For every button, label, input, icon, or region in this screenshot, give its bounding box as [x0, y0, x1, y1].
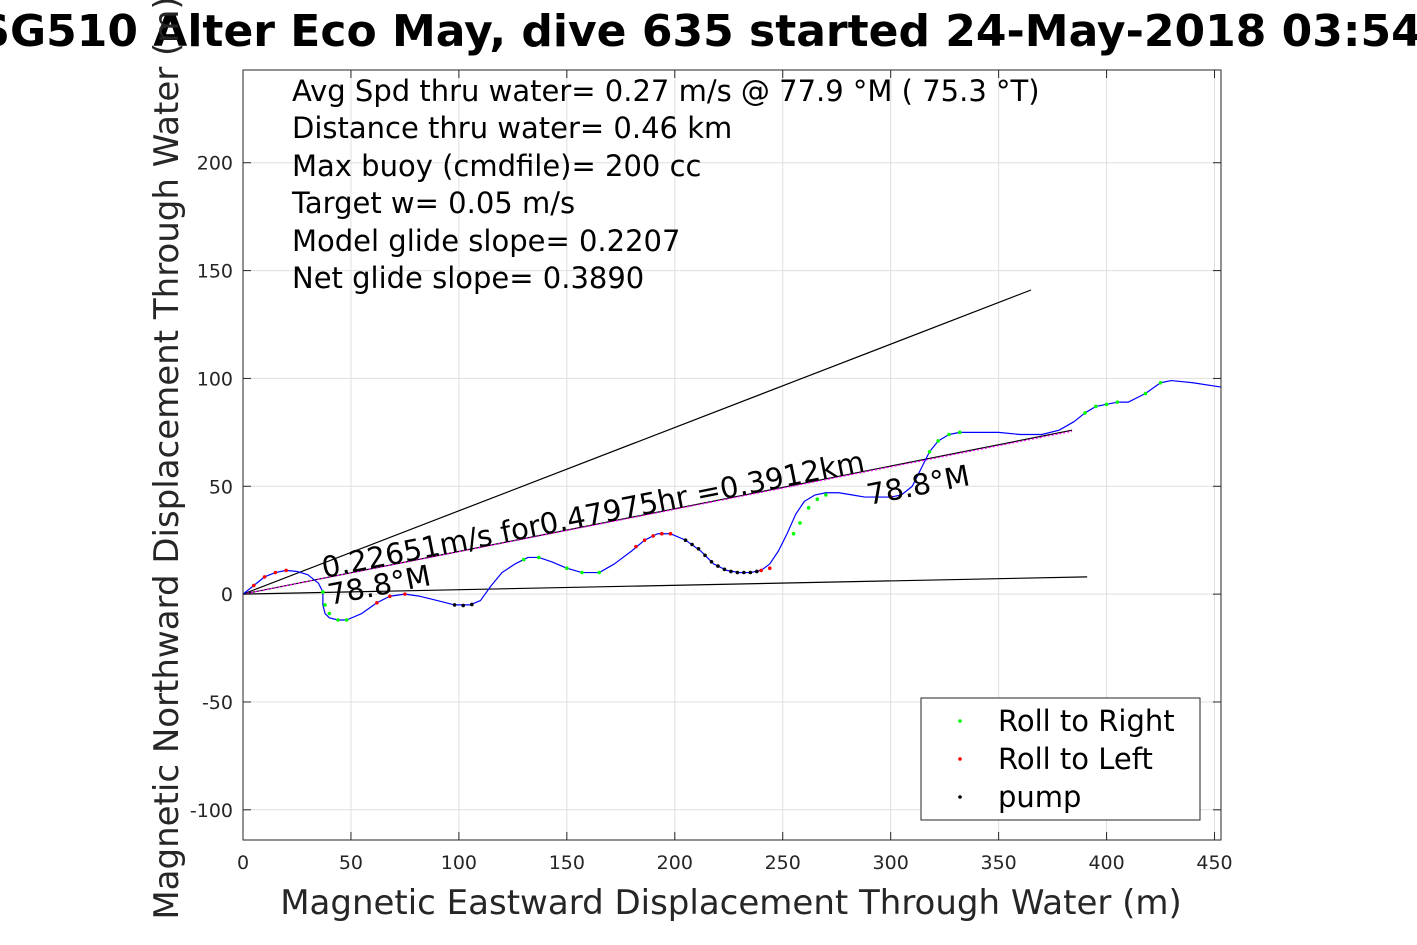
x-tick-label: 200 [657, 852, 693, 874]
x-tick-label: 50 [339, 852, 363, 874]
info-max-buoy: Max buoy (cmdfile)= 200 cc [292, 149, 701, 183]
x-tick-label: 300 [873, 852, 909, 874]
roll-to-right-point [1143, 391, 1148, 396]
roll-to-left-point [888, 495, 893, 499]
roll-to-right-point [521, 557, 526, 562]
pump-point [690, 542, 694, 547]
x-tick-label: 350 [980, 852, 1016, 874]
reference-line-magenta-track [242, 430, 1073, 595]
roll-to-right-point [580, 570, 584, 575]
roll-to-right-point [321, 590, 325, 594]
roll-to-left-point [759, 568, 763, 573]
legend-label-pump: pump [998, 780, 1081, 814]
roll-to-right-point [957, 430, 962, 435]
pump-point [722, 567, 727, 572]
roll-to-left-point [634, 544, 638, 549]
x-tick-label: 0 [237, 852, 249, 874]
roll-to-left-point [642, 538, 647, 542]
info-annotations: Avg Spd thru water= 0.27 m/s @ 77.9 °M (… [291, 74, 1040, 295]
roll-to-right-point [1083, 411, 1087, 415]
roll-to-left-point [767, 566, 772, 571]
roll-to-right-point [824, 493, 828, 497]
legend-box [920, 697, 1201, 821]
y-tick-label: 150 [197, 261, 233, 283]
plot-border [242, 69, 1222, 841]
pump-point [709, 559, 714, 564]
roll-to-right-point [815, 497, 820, 502]
data-series [242, 379, 1222, 622]
roll-to-right-point [791, 531, 796, 536]
x-tick-label: 450 [1196, 852, 1232, 874]
reference-line-lower-bound [242, 576, 1088, 595]
info-model-glide-slope: Model glide slope= 0.2207 [292, 224, 680, 258]
chart-title: SG510 Alter Eco May, dive 635 started 24… [0, 6, 1417, 57]
reference-lines [242, 289, 1088, 595]
x-tick-label: 150 [549, 852, 585, 874]
pump-point [461, 603, 466, 608]
roll-to-right-point [1093, 404, 1098, 409]
roll-to-left-point [403, 592, 407, 596]
legend-label-roll-right: Roll to Right [998, 704, 1175, 738]
roll-to-right-point [1104, 402, 1109, 407]
pump-point [683, 538, 688, 542]
pump-point [755, 569, 759, 574]
pump-point [729, 569, 733, 574]
roll-to-right-point [806, 506, 811, 510]
y-axis-label: Magnetic Northward Displacement Through … [147, 0, 187, 920]
legend-marker-roll-right [958, 719, 962, 723]
roll-to-right-point [327, 611, 332, 616]
roll-to-right-point [344, 618, 349, 622]
roll-to-left-point [375, 600, 379, 605]
reference-line-upper-bound [242, 289, 1032, 595]
roll-to-right-point [597, 570, 602, 575]
pump-point [452, 603, 457, 607]
pump-point [703, 553, 707, 558]
legend-marker-roll-left [958, 757, 962, 761]
y-tick-label: 0 [221, 584, 233, 606]
legend-marker-pump [958, 795, 962, 799]
roll-to-right-point [565, 566, 569, 571]
y-tick-label: 50 [209, 476, 233, 498]
roll-to-right-point [1158, 380, 1163, 385]
x-axis-label: Magnetic Eastward Displacement Through W… [280, 883, 1182, 923]
info-net-glide-slope: Net glide slope= 0.3890 [292, 261, 644, 295]
x-tick-label: 100 [441, 852, 477, 874]
roll-to-left-point [262, 575, 267, 579]
pump-point [742, 570, 746, 575]
y-tick-label: -50 [202, 692, 233, 714]
x-tick-label: 400 [1088, 852, 1124, 874]
roll-to-right-point [798, 521, 802, 525]
info-target-w: Target w= 0.05 m/s [291, 186, 575, 220]
roll-to-right-point [936, 439, 940, 443]
roll-to-right-point [947, 432, 951, 437]
y-tick-label: 100 [197, 368, 233, 390]
roll-to-left-point [284, 568, 288, 573]
roll-to-right-point [1115, 400, 1120, 404]
roll-to-left-point [251, 583, 256, 588]
legend: Roll to Right Roll to Left pump [920, 697, 1201, 821]
info-distance: Distance thru water= 0.46 km [292, 111, 732, 145]
pump-point [735, 570, 740, 575]
roll-to-right-point [536, 555, 541, 560]
roll-to-left-point [660, 531, 664, 536]
roll-to-right-point [336, 618, 340, 622]
y-tick-label: -100 [190, 800, 233, 822]
pump-point [748, 570, 753, 575]
roll-to-left-point [668, 531, 673, 536]
roll-to-left-point [388, 594, 392, 599]
pump-point [696, 547, 701, 551]
roll-to-left-point [651, 534, 655, 538]
pump-point [470, 602, 474, 607]
roll-to-right-point [927, 449, 932, 454]
axis-ticks: 0 50 100 150 200 250 300 350 400 450 -100 -50 0 50 100… [190, 70, 1233, 874]
roll-to-left-point [273, 570, 278, 575]
legend-label-roll-left: Roll to Left [998, 742, 1153, 776]
y-tick-label: 200 [197, 153, 233, 175]
x-tick-label: 250 [765, 852, 801, 874]
pump-point [716, 564, 720, 568]
info-avg-speed: Avg Spd thru water= 0.27 m/s @ 77.9 °M (… [292, 74, 1040, 108]
roll-to-right-point [323, 603, 327, 607]
